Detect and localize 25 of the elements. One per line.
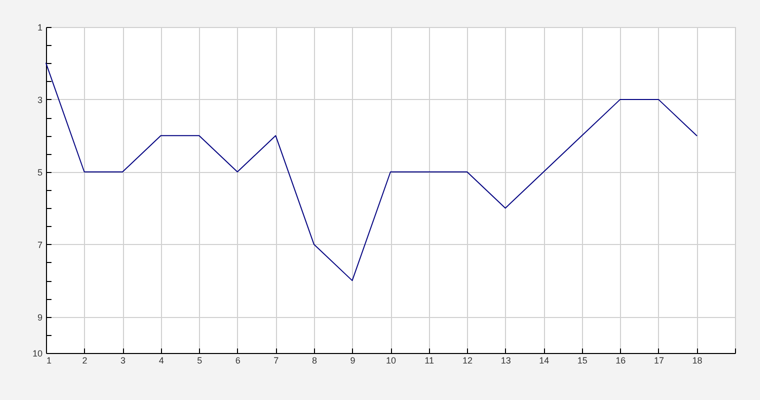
y-tick-label: 1 bbox=[37, 22, 42, 32]
x-tick-label: 3 bbox=[120, 356, 126, 366]
y-tick-label: 10 bbox=[32, 348, 42, 358]
x-tick-label: 6 bbox=[235, 356, 240, 366]
y-tick-label: 9 bbox=[37, 312, 42, 322]
y-tick-label: 7 bbox=[37, 240, 42, 250]
x-tick-label: 4 bbox=[158, 356, 164, 366]
x-tick-label: 2 bbox=[82, 356, 88, 366]
x-tick-label: 17 bbox=[654, 356, 664, 366]
y-tick-label: 3 bbox=[37, 94, 42, 105]
x-tick-label: 16 bbox=[616, 356, 626, 366]
x-tick-label: 8 bbox=[312, 356, 317, 366]
x-tick-label: 5 bbox=[197, 356, 202, 366]
x-tick-label: 9 bbox=[350, 356, 356, 366]
y-tick-label: 5 bbox=[37, 167, 42, 178]
x-tick-label: 15 bbox=[577, 356, 588, 366]
x-tick-label: 12 bbox=[462, 356, 473, 366]
x-tick-label: 1 bbox=[46, 356, 52, 366]
x-tick-label: 18 bbox=[692, 356, 702, 366]
x-tick-label: 10 bbox=[386, 356, 396, 366]
x-tick-label: 13 bbox=[500, 356, 511, 366]
x-tick-label: 11 bbox=[424, 356, 434, 366]
x-tick-label: 7 bbox=[274, 356, 279, 366]
line-series bbox=[46, 62, 698, 282]
x-tick-label: 14 bbox=[539, 356, 550, 366]
